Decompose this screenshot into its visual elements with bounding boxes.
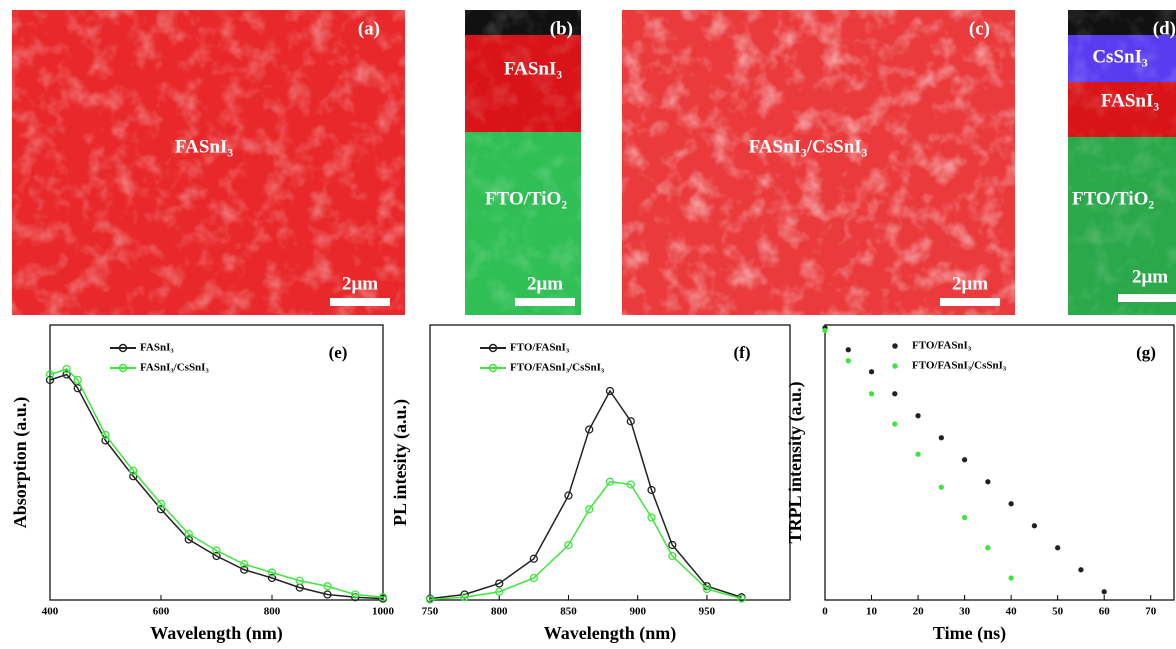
x-tick-label: 800 (491, 606, 508, 618)
point (870, 370, 874, 374)
x-tick-label: 0 (822, 606, 828, 618)
legend-label: FTO/FASnI₃ (510, 342, 570, 354)
point (986, 480, 990, 484)
point (846, 348, 850, 352)
image-b: (b) FASnI₃ FTO/TiO₂ 2μm (465, 10, 581, 315)
point (846, 359, 850, 363)
scale-bar (330, 298, 390, 306)
panel-label: (b) (550, 18, 573, 39)
point (870, 392, 874, 396)
point (1009, 502, 1013, 506)
caption: FASnI₃/CsSnI₃ (749, 136, 868, 157)
panel-label: (d) (1153, 18, 1176, 39)
x-tick-label: 850 (560, 606, 577, 618)
point (939, 485, 943, 489)
point (1009, 576, 1013, 580)
x-tick-label: 800 (264, 606, 281, 618)
point (986, 546, 990, 550)
point (1032, 524, 1036, 528)
scale-text: 2μm (1132, 266, 1168, 287)
x-tick-label: 40 (1006, 606, 1018, 618)
x-tick-label: 600 (153, 606, 170, 618)
x-tick-label: 60 (1099, 606, 1111, 618)
layer-label: FTO/TiO₂ (1072, 188, 1154, 209)
point (916, 414, 920, 418)
scale-bar (1118, 294, 1176, 302)
image-d: (d) CsSnI₃ FASnI₃ FTO/TiO₂ 2μm (1068, 10, 1176, 315)
layer-label: FTO/TiO₂ (485, 188, 567, 209)
scale-bar (515, 298, 575, 306)
x-axis-label: Wavelength (nm) (150, 623, 283, 644)
panel-label: (e) (329, 343, 348, 362)
y-axis-label: PL intesity (a.u.) (390, 399, 411, 526)
x-tick-label: 50 (1052, 606, 1064, 618)
x-axis-label: Wavelength (nm) (544, 623, 677, 644)
image-a: (a) FASnI₃ 2μm (12, 10, 405, 315)
legend-marker (893, 364, 897, 368)
x-tick-label: 950 (699, 606, 716, 618)
legend-label: FTO/FASnI₃/CsSnI₃ (912, 360, 1007, 372)
x-tick-label: 1000 (372, 606, 395, 618)
legend-label: FASnI₃ (140, 342, 174, 354)
x-tick-label: 10 (866, 606, 878, 618)
point (939, 436, 943, 440)
y-axis-label: TRPL intensity (a.u.) (785, 381, 806, 543)
scale-text: 2μm (952, 273, 988, 294)
legend-marker (893, 344, 897, 348)
figure: (a) FASnI₃ 2μm (b) FASnI₃ FTO/TiO₂ 2μm (… (0, 0, 1176, 649)
point (916, 452, 920, 456)
legend-label: FTO/FASnI₃/CsSnI₃ (510, 362, 605, 374)
series-line (50, 369, 383, 597)
panel-label: (g) (1136, 343, 1156, 362)
point (893, 422, 897, 426)
layer-label: FASnI₃ (1101, 90, 1159, 111)
x-tick-label: 750 (422, 606, 439, 618)
point (893, 392, 897, 396)
point (1056, 546, 1060, 550)
point (963, 516, 967, 520)
x-tick-label: 20 (913, 606, 925, 618)
scale-bar (940, 298, 1000, 306)
plot-frame (430, 325, 790, 600)
legend-label: FTO/FASnI₃ (912, 340, 972, 352)
series-line (430, 391, 742, 599)
x-tick-label: 70 (1145, 606, 1157, 618)
point (963, 458, 967, 462)
panel-label: (a) (358, 18, 380, 39)
point (823, 329, 827, 333)
x-tick-label: 900 (629, 606, 646, 618)
legend-label: FASnI₃/CsSnI₃ (140, 362, 209, 374)
scale-text: 2μm (342, 273, 378, 294)
panel-label: (f) (734, 343, 751, 362)
point (1102, 590, 1106, 594)
point (1079, 568, 1083, 572)
image-c: (c) FASnI₃/CsSnI₃ 2μm (622, 10, 1015, 315)
x-tick-label: 400 (42, 606, 59, 618)
x-axis-label: Time (ns) (933, 623, 1006, 644)
layer-label: CsSnI₃ (1092, 46, 1148, 67)
series-line (430, 482, 742, 600)
panel-label: (c) (969, 18, 990, 39)
series-line (50, 375, 383, 599)
y-axis-label: Absorption (a.u.) (10, 397, 31, 529)
caption: FASnI₃ (175, 136, 233, 157)
plot-frame (50, 325, 383, 600)
layer-label: FASnI₃ (504, 58, 562, 79)
scale-text: 2μm (527, 273, 563, 294)
x-tick-label: 30 (959, 606, 971, 618)
